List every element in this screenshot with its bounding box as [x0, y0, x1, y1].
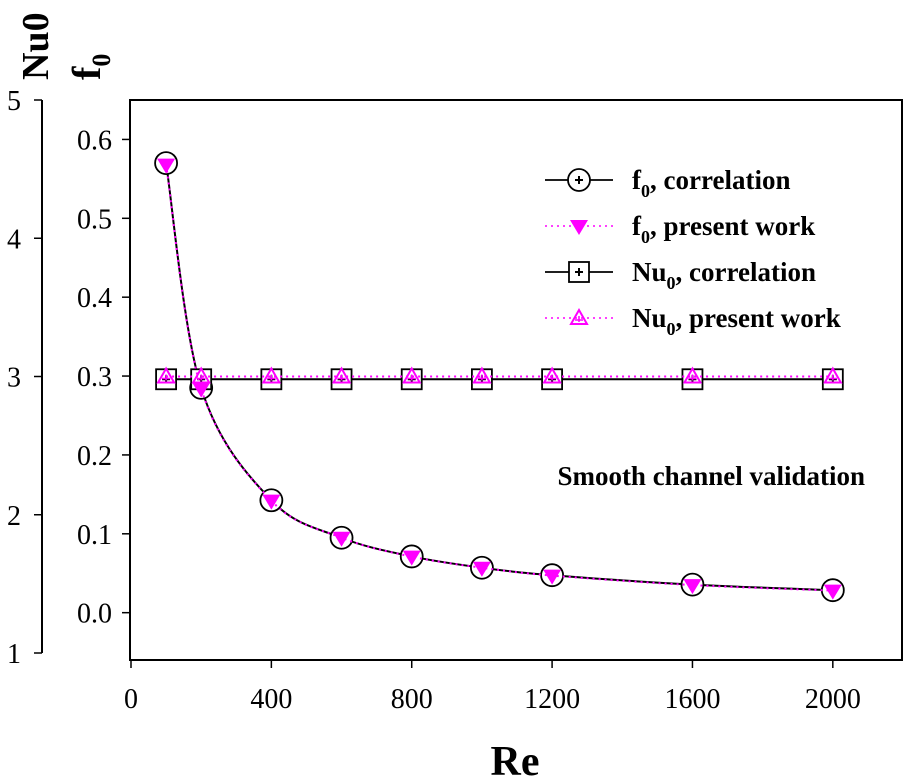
triangle-marker [191, 366, 211, 384]
data-point [682, 366, 703, 384]
f0-tick-label: 0.5 [77, 204, 112, 235]
triangle-marker [156, 366, 176, 384]
data-point [543, 569, 562, 585]
triangle-marker [570, 220, 588, 235]
data-point [683, 579, 702, 595]
x-tick-label: 1600 [664, 684, 720, 715]
f0-axis-label-sub: 0 [87, 54, 116, 67]
triangle-marker [472, 366, 492, 384]
annotation: Smooth channel validation [557, 461, 865, 491]
data-point [542, 366, 562, 384]
x-tick-label: 400 [250, 684, 292, 715]
f0-tick-label: 0.2 [77, 441, 112, 472]
legend-label-sub: 0 [641, 227, 650, 247]
legend-label-rest: , present work [650, 211, 815, 241]
x-tick-label: 0 [124, 684, 138, 715]
data-point [402, 366, 422, 384]
triangle-marker [543, 569, 562, 585]
triangle-marker [472, 561, 491, 577]
nu0-tick-label: 4 [7, 224, 21, 255]
data-point [472, 561, 491, 577]
legend-label-main: f [632, 165, 642, 195]
plus-glyph [575, 316, 583, 322]
triangle-marker [261, 366, 282, 384]
plus-glyph [407, 374, 416, 381]
series-layer [154, 151, 845, 603]
f0-axis-label: f0 [64, 54, 116, 80]
plus-glyph [688, 374, 697, 381]
triangle-marker [683, 579, 702, 595]
legend-label-main: f [632, 211, 642, 241]
data-point [402, 550, 421, 566]
nu0-axis-label: Nu0 [15, 12, 57, 80]
f0-tick-label: 0.0 [77, 599, 112, 630]
f0-tick-label: 0.6 [77, 125, 112, 156]
plus-glyph [575, 176, 583, 184]
f0-axis-label-main: f [64, 66, 109, 80]
triangle-marker [331, 366, 352, 384]
triangle-marker [569, 307, 589, 325]
data-point [157, 158, 176, 174]
data-point [332, 531, 351, 547]
triangle-marker [332, 531, 351, 547]
plus-glyph [162, 374, 171, 381]
triangle-marker [192, 382, 211, 398]
legend-label-rest: , correlation [676, 257, 816, 287]
legend-label-main: Nu [632, 303, 667, 333]
triangle-marker [402, 550, 421, 566]
triangle-marker [402, 366, 422, 384]
x-axis-label: Re [491, 739, 540, 781]
data-point [156, 366, 176, 384]
legend-label-rest: , present work [676, 303, 841, 333]
plus-glyph [828, 374, 837, 381]
nu0-tick-label: 5 [7, 86, 21, 117]
nu0-tick-label: 2 [7, 501, 21, 532]
nu0-tick-label: 3 [7, 363, 21, 394]
data-point [331, 366, 352, 384]
legend-label: Nu0, present work [632, 303, 841, 339]
axes: 0 400 800 1200 1600 20000.00.10.20.30.40.50.6… [7, 54, 903, 715]
data-point [191, 366, 211, 384]
data-point [472, 366, 492, 384]
plus-glyph [477, 374, 486, 381]
triangle-marker [823, 584, 842, 600]
legend-label: Nu0, correlation [632, 257, 816, 293]
data-point [823, 366, 843, 384]
legend-label-sub: 0 [667, 319, 676, 339]
triangle-marker [542, 366, 562, 384]
plot-frame [129, 99, 903, 661]
f0-tick-label: 0.1 [77, 520, 112, 551]
plus-glyph [548, 374, 557, 381]
data-point [823, 584, 842, 600]
legend-label: f0, correlation [632, 165, 790, 201]
legend-marker [568, 261, 590, 283]
x-tick-label: 1200 [524, 684, 580, 715]
legend-label: f0, present work [632, 211, 815, 247]
f0-tick-label: 0.3 [77, 362, 112, 393]
triangle-marker [262, 494, 281, 510]
triangle-marker [682, 366, 703, 384]
legend-label-sub: 0 [641, 181, 650, 201]
plus-glyph [337, 374, 346, 381]
f0-tick-label: 0.4 [77, 283, 112, 314]
legend-label-rest: , correlation [650, 165, 790, 195]
triangle-marker [157, 158, 176, 174]
nu0-tick-label: 1 [7, 639, 21, 670]
data-point [261, 366, 282, 384]
legend-marker [569, 307, 589, 325]
x-tick-label: 2000 [805, 684, 861, 715]
legend-label-sub: 0 [667, 273, 676, 293]
data-point [192, 382, 211, 398]
data-point [262, 494, 281, 510]
plus-glyph [575, 268, 583, 276]
triangle-marker [823, 366, 843, 384]
legend-marker [570, 220, 588, 235]
legend-marker [567, 168, 591, 192]
plus-glyph [197, 374, 206, 381]
plus-glyph [267, 374, 276, 381]
legend-label-main: Nu [632, 257, 667, 287]
x-tick-label: 800 [391, 684, 433, 715]
